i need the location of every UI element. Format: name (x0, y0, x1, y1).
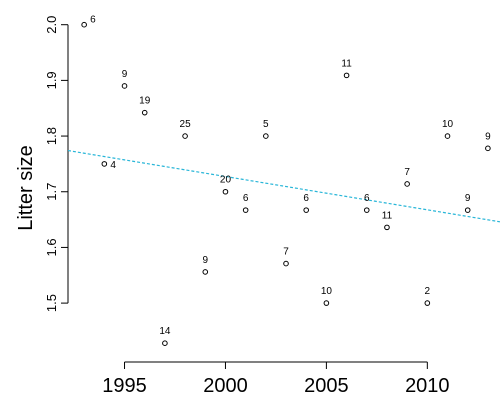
data-label: 19 (139, 96, 151, 107)
data-label: 11 (382, 210, 393, 221)
data-label: 10 (321, 286, 333, 297)
y-tick-label: 1.9 (44, 71, 59, 89)
data-point (323, 300, 330, 306)
data-point (263, 133, 269, 139)
data-point (464, 207, 471, 213)
data-label: 6 (243, 193, 249, 204)
data-point (101, 161, 108, 167)
data-point (424, 300, 431, 306)
data-point (363, 207, 370, 213)
data-label: 9 (122, 69, 128, 80)
y-tick-label: 2.0 (44, 16, 59, 34)
data-point (242, 207, 249, 213)
x-tick-label: 2005 (304, 375, 349, 397)
data-label: 9 (485, 131, 491, 142)
data-label: 6 (90, 15, 96, 26)
points-group: 6 4 9 19 14 25 9 20 6 5 7 6 10 11 6 11 7 2 10 9 9 (81, 15, 491, 346)
data-point (303, 207, 310, 213)
data-label: 25 (180, 119, 192, 130)
data-point (485, 145, 491, 152)
data-label: 20 (220, 175, 232, 186)
data-point (182, 133, 188, 139)
data-point (444, 133, 451, 139)
data-label: 6 (364, 193, 370, 204)
data-label: 9 (202, 255, 208, 266)
data-point (141, 109, 148, 116)
data-point (202, 269, 209, 275)
y-tick-label: 1.5 (44, 294, 59, 312)
data-point (404, 181, 410, 187)
y-axis-title: Litter size (15, 145, 37, 231)
y-tick-label: 1.7 (44, 183, 59, 201)
trend-line-group (67, 149, 500, 223)
data-point (121, 83, 128, 89)
data-label: 14 (159, 326, 171, 337)
data-point (162, 340, 168, 346)
data-point (222, 188, 229, 195)
data-label: 7 (283, 247, 289, 258)
data-label: 5 (263, 119, 269, 130)
data-label: 2 (425, 286, 431, 297)
x-tick-label: 1995 (102, 375, 147, 397)
data-point (343, 72, 350, 79)
trend-line (67, 149, 500, 223)
data-point (283, 260, 289, 267)
data-label: 4 (110, 160, 116, 171)
data-point (81, 21, 87, 28)
x-tick-label: 2000 (203, 375, 248, 397)
x-tick-label: 2010 (405, 375, 450, 397)
data-label: 10 (442, 119, 454, 130)
data-label: 7 (404, 167, 410, 178)
data-label: 9 (465, 193, 471, 204)
data-point (384, 224, 390, 231)
data-label: 6 (303, 193, 309, 204)
y-tick-label: 1.8 (44, 127, 59, 145)
data-label: 11 (341, 58, 352, 69)
y-tick-label: 1.6 (44, 238, 59, 256)
